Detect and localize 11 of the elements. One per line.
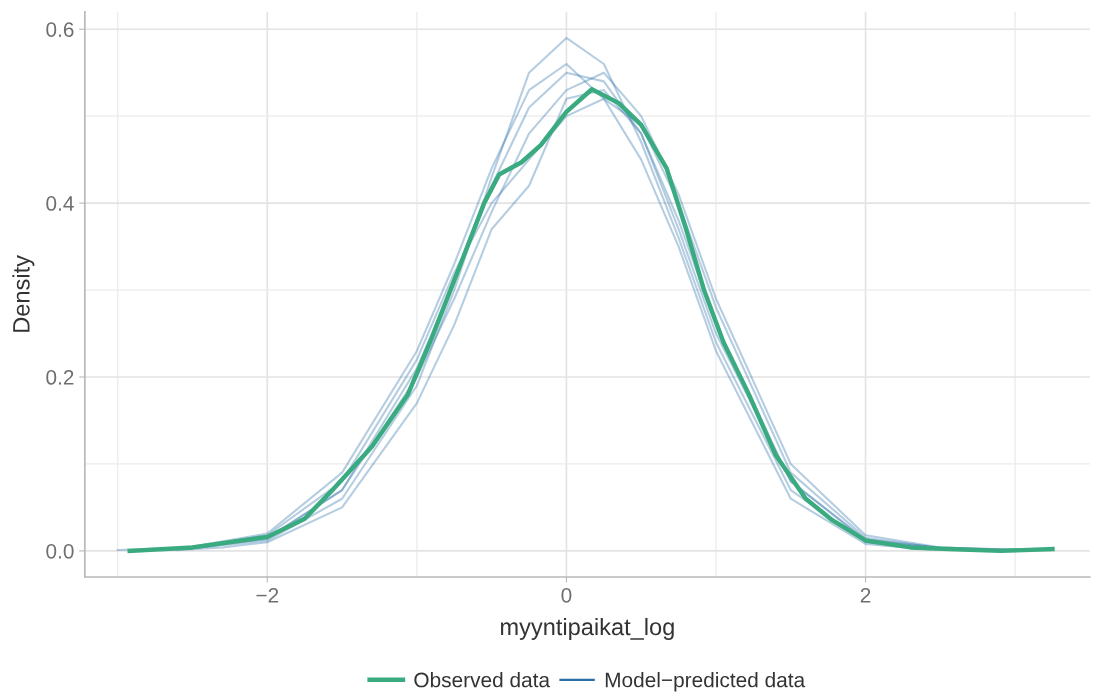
y-tick-label: 0.4 bbox=[46, 196, 74, 211]
y-tick-label: 0.2 bbox=[46, 370, 74, 385]
x-tick-label: 0 bbox=[561, 587, 572, 603]
y-axis-title: Density bbox=[12, 255, 35, 332]
x-tick-label: −2 bbox=[256, 587, 279, 603]
x-tick-label: 2 bbox=[860, 587, 871, 603]
y-tick-label: 0.6 bbox=[46, 22, 74, 37]
legend-label: Observed data bbox=[414, 672, 551, 688]
legend-label: Model−predicted data bbox=[605, 672, 806, 692]
x-axis-title: myyntipaikat_log bbox=[501, 617, 674, 640]
y-tick-label: 0.0 bbox=[46, 543, 74, 559]
